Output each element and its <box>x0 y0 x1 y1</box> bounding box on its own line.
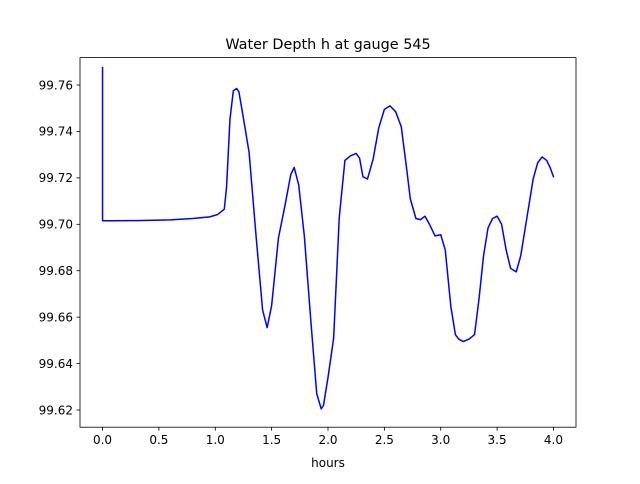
x-tick-label: 0.5 <box>149 433 168 447</box>
series-line-0 <box>101 66 555 410</box>
y-tick-label: 99.76 <box>39 78 73 92</box>
x-tick-label: 2.5 <box>375 433 394 447</box>
y-tick-label: 99.70 <box>39 218 73 232</box>
y-tick-label: 99.68 <box>39 264 73 278</box>
series-layer <box>101 66 555 410</box>
chart-title: Water Depth h at gauge 545 <box>225 37 430 53</box>
x-tick-label: 4.0 <box>544 433 563 447</box>
y-tick-label: 99.66 <box>39 310 73 324</box>
x-axis-label: hours <box>311 456 345 470</box>
y-axis-ticks: 99.62 99.64 99.66 99.68 99.70 99.72 99.74 99.76 <box>39 78 80 417</box>
plot-area <box>80 57 576 428</box>
y-tick-label: 99.62 <box>39 403 73 417</box>
y-tick-label: 99.64 <box>39 357 73 371</box>
x-tick-label: 0.0 <box>93 433 112 447</box>
x-tick-label: 3.0 <box>431 433 450 447</box>
x-tick-label: 2.0 <box>318 433 337 447</box>
x-tick-label: 1.0 <box>206 433 225 447</box>
y-tick-label: 99.72 <box>39 171 73 185</box>
x-tick-label: 1.5 <box>262 433 281 447</box>
x-tick-label: 3.5 <box>488 433 507 447</box>
y-tick-label: 99.74 <box>39 125 73 139</box>
x-axis-ticks: 0.0 0.5 1.0 1.5 2.0 2.5 3.0 3.5 4.0 <box>93 427 563 447</box>
